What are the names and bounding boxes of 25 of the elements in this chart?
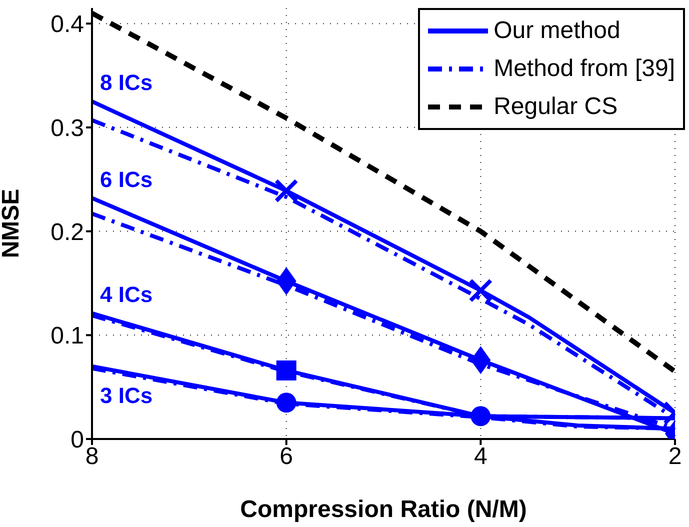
x-tick-label: 4 bbox=[474, 443, 488, 470]
y-tick-label: 0.2 bbox=[50, 218, 84, 246]
annotation: 6 ICs bbox=[100, 167, 153, 192]
x-tick-label: 2 bbox=[668, 443, 682, 470]
legend-label: Regular CS bbox=[494, 93, 618, 121]
point bbox=[276, 392, 296, 413]
annotation: 4 ICs bbox=[100, 282, 153, 307]
point bbox=[276, 360, 296, 380]
y-tick-label: 0.1 bbox=[50, 322, 84, 350]
annotation: 8 ICs bbox=[100, 70, 153, 95]
y-tick-label: 0 bbox=[70, 426, 84, 454]
point bbox=[276, 267, 296, 296]
point bbox=[470, 346, 491, 374]
legend-label: Method from [39] bbox=[494, 55, 675, 83]
y-axis-title: NMSE bbox=[0, 188, 25, 258]
point bbox=[470, 406, 491, 426]
x-tick-label: 8 bbox=[85, 443, 99, 470]
x-tick-label: 6 bbox=[280, 443, 294, 470]
point bbox=[468, 278, 493, 302]
y-tick-label: 0.3 bbox=[50, 114, 84, 142]
annotation: 3 ICs bbox=[100, 383, 153, 408]
legend-label: Our method bbox=[494, 17, 620, 45]
x-axis-title: Compression Ratio (N/M) bbox=[240, 496, 527, 523]
point bbox=[274, 178, 298, 203]
y-tick-label: 0.4 bbox=[50, 11, 84, 38]
